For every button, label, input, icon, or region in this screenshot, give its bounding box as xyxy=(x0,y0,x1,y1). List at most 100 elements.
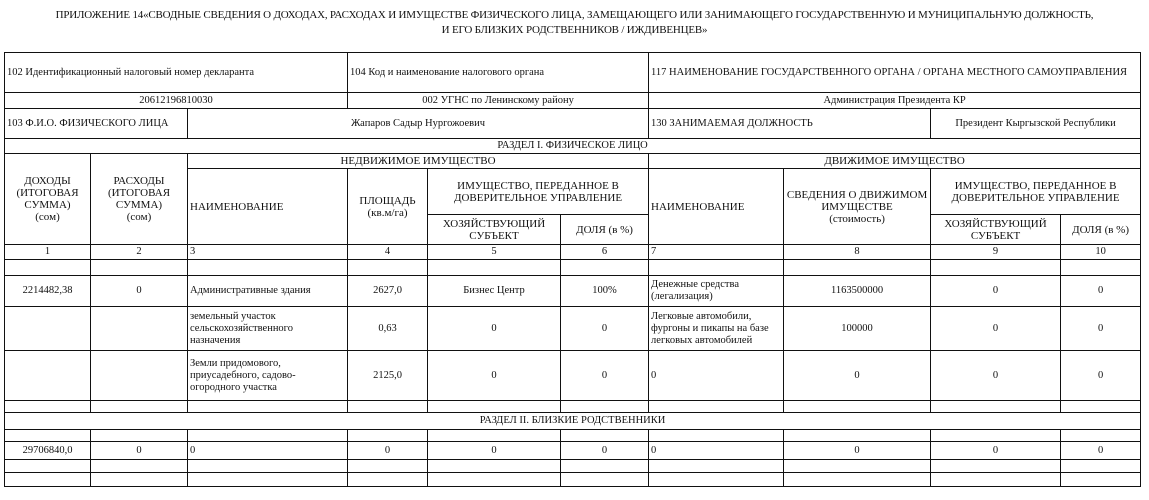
table-cell: 5 xyxy=(427,244,562,260)
table-cell: 100000 xyxy=(783,306,932,351)
income-header: ДОХОДЫ (ИТОГОВАЯ СУММА) (сом) xyxy=(4,153,91,245)
table-cell xyxy=(783,259,932,276)
realty-header: НЕДВИЖИМОЕ ИМУЩЕСТВО xyxy=(186,153,650,169)
table-cell: Земли придомового, приусадебного, садово… xyxy=(186,350,349,401)
government-body-value: Администрация Президента КР xyxy=(648,92,1142,109)
table-cell: Легковые автомобили, фургоны и пикапы на… xyxy=(648,306,785,351)
table-cell: 100% xyxy=(560,275,650,307)
table-cell xyxy=(347,400,429,413)
movable-share-header: ДОЛЯ (в %) xyxy=(1060,214,1142,245)
table-row: 2214482,38 0 Административные здания 2627,0… xyxy=(4,275,1142,307)
movable-info-header: СВЕДЕНИЯ О ДВИЖИМОМ ИМУЩЕСТВЕ (стоимость) xyxy=(783,168,932,245)
table-cell xyxy=(560,400,650,413)
table-cell: 2125,0 xyxy=(347,350,429,401)
table-cell xyxy=(1060,259,1142,276)
table-row xyxy=(4,459,1142,473)
table-cell xyxy=(90,472,188,487)
title-line-1: ПРИЛОЖЕНИЕ 14«СВОДНЫЕ СВЕДЕНИЯ О ДОХОДАХ… xyxy=(55,9,1094,21)
table-cell xyxy=(4,400,91,413)
table-cell xyxy=(90,429,188,442)
table-cell xyxy=(648,259,785,276)
table-cell: Административные здания xyxy=(186,275,349,307)
table-row xyxy=(4,259,1142,276)
movable-name-header: НАИМЕНОВАНИЕ xyxy=(648,168,785,245)
table-cell xyxy=(427,400,562,413)
table-cell xyxy=(1060,472,1142,487)
table-cell: 0 xyxy=(1060,441,1142,460)
table-cell xyxy=(347,472,429,487)
table-cell xyxy=(4,472,91,487)
table-cell: 0 xyxy=(648,441,785,460)
section-1-heading: РАЗДЕЛ I. ФИЗИЧЕСКОЕ ЛИЦО xyxy=(3,138,1142,154)
realty-trust-header: ИМУЩЕСТВО, ПЕРЕДАННОЕ В ДОВЕРИТЕЛЬНОЕ УП… xyxy=(427,168,650,215)
table-cell xyxy=(4,259,91,276)
table-cell: 0 xyxy=(560,441,650,460)
table-cell: 4 xyxy=(347,244,429,260)
table-cell xyxy=(560,429,650,442)
table-cell xyxy=(648,459,785,473)
table-cell xyxy=(783,400,932,413)
table-cell: 0 xyxy=(90,441,188,460)
table-cell: Бизнес Центр xyxy=(427,275,562,307)
table-cell: 1 xyxy=(4,244,91,260)
table-row: земельный участок сельскохозяйственного … xyxy=(4,306,1142,351)
table-row xyxy=(4,472,1142,487)
movable-trust-header: ИМУЩЕСТВО, ПЕРЕДАННОЕ В ДОВЕРИТЕЛЬНОЕ УП… xyxy=(930,168,1142,215)
table-cell: 8 xyxy=(783,244,932,260)
table-cell xyxy=(648,472,785,487)
table-cell: 10 xyxy=(1060,244,1142,260)
field-102-label: 102 Идентификационный налоговый номер де… xyxy=(3,52,349,93)
table-cell: 2214482,38 xyxy=(4,275,91,307)
table-cell xyxy=(347,429,429,442)
field-103-label: 103 Ф.И.О. ФИЗИЧЕСКОГО ЛИЦА xyxy=(4,108,188,139)
table-cell xyxy=(930,400,1062,413)
movable-header: ДВИЖИМОЕ ИМУЩЕСТВО xyxy=(648,153,1142,169)
table-cell xyxy=(186,459,349,473)
table-cell xyxy=(90,400,188,413)
field-130-label: 130 ЗАНИМАЕМАЯ ДОЛЖНОСТЬ xyxy=(648,108,932,139)
title-line-2: И ЕГО БЛИЗКИХ РОДСТВЕННИКОВ / ИЖДИВЕНЦЕВ… xyxy=(441,24,708,36)
table-cell: 0 xyxy=(1060,350,1142,401)
table-cell: земельный участок сельскохозяйственного … xyxy=(186,306,349,351)
table-cell xyxy=(90,259,188,276)
table-row xyxy=(4,429,1142,442)
table-cell: 0 xyxy=(783,441,932,460)
table-cell: 0 xyxy=(1060,275,1142,307)
table-cell xyxy=(90,350,188,401)
table-cell xyxy=(90,306,188,351)
table-cell: 3 xyxy=(186,244,349,260)
table-cell xyxy=(560,259,650,276)
realty-name-header: НАИМЕНОВАНИЕ xyxy=(186,168,349,245)
table-cell xyxy=(186,400,349,413)
expense-header: РАСХОДЫ (ИТОГОВАЯ СУММА) (сом) xyxy=(90,153,188,245)
table-cell xyxy=(783,472,932,487)
table-cell xyxy=(4,350,91,401)
table-cell xyxy=(930,472,1062,487)
table-cell xyxy=(930,429,1062,442)
table-cell: 0 xyxy=(427,441,562,460)
table-row: 29706840,0 0 0 0 0 0 0 0 0 0 xyxy=(4,441,1142,460)
table-cell: Денежные средства (легализация) xyxy=(648,275,785,307)
table-cell: 0 xyxy=(186,441,349,460)
table-cell: 0 xyxy=(560,350,650,401)
position-value: Президент Кыргызской Республики xyxy=(930,108,1142,139)
area-header: ПЛОЩАДЬ (кв.м/га) xyxy=(347,168,429,245)
full-name-value: Жапаров Садыр Нургожоевич xyxy=(186,108,650,139)
table-cell: 0 xyxy=(560,306,650,351)
table-cell xyxy=(560,472,650,487)
table-cell xyxy=(427,259,562,276)
table-cell xyxy=(1060,459,1142,473)
table-cell xyxy=(347,259,429,276)
table-row xyxy=(4,400,1142,413)
table-row: Земли придомового, приусадебного, садово… xyxy=(4,350,1142,401)
table-cell xyxy=(560,459,650,473)
table-cell: 1163500000 xyxy=(783,275,932,307)
declaration-table: 102 Идентификационный налоговый номер де… xyxy=(3,52,1142,487)
table-cell xyxy=(347,459,429,473)
tax-id-value: 20612196810030 xyxy=(3,92,349,109)
table-cell: 0 xyxy=(783,350,932,401)
table-cell: 0 xyxy=(427,350,562,401)
table-cell xyxy=(427,429,562,442)
table-cell xyxy=(4,306,91,351)
table-cell: 0 xyxy=(930,350,1062,401)
